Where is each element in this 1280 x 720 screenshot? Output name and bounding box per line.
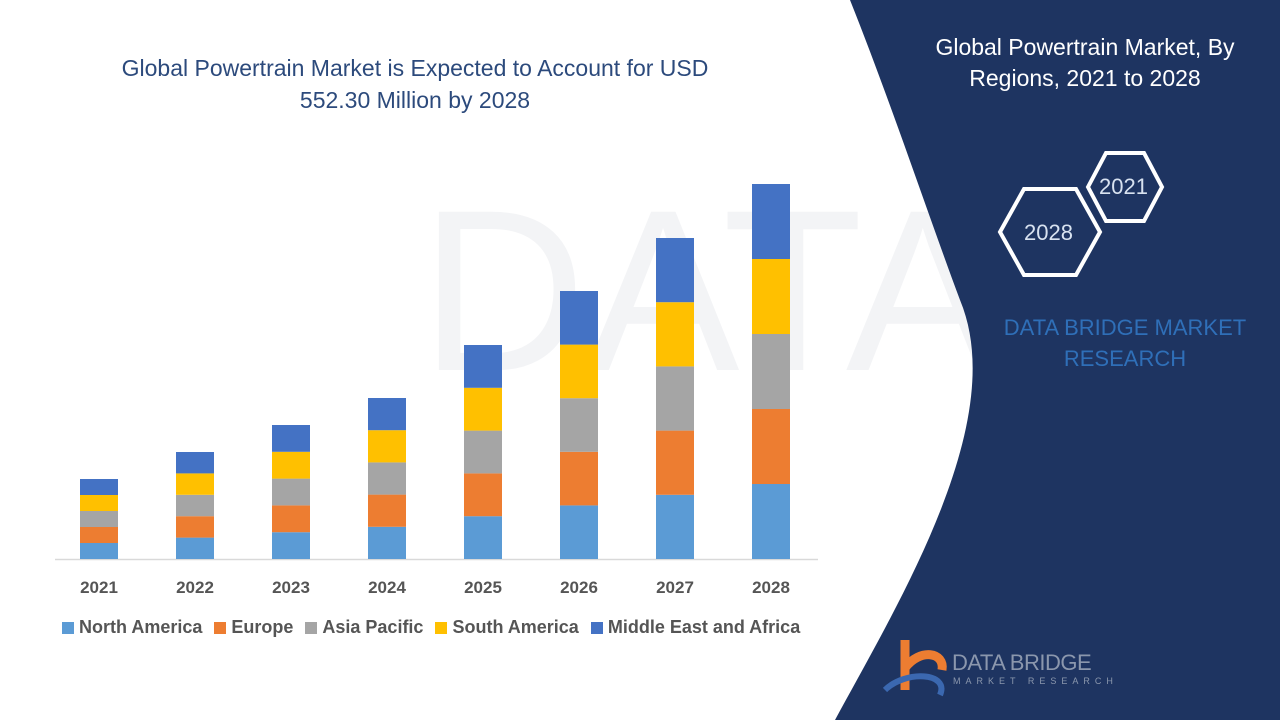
bar-2026-south-america [560,344,598,399]
x-tick-label: 2021 [80,578,118,597]
bar-2025-asia-pacific [464,430,502,474]
legend-item: Asia Pacific [305,617,423,638]
bar-2021-europe [80,527,118,543]
bar-2026-asia-pacific [560,398,598,452]
bar-2021-south-america [80,495,118,511]
x-tick-label: 2027 [656,578,694,597]
hexagon-2028 [997,187,1103,277]
bar-2028-europe [752,409,790,484]
legend-swatch [62,621,74,634]
bar-2025-middle-east-and-africa [464,345,502,388]
legend-swatch [214,621,227,634]
bar-2024-europe [368,494,406,527]
bar-2026-europe [560,451,598,506]
panel-title: Global Powertrain Market, By Regions, 20… [935,34,1235,91]
bar-2021-middle-east-and-africa [80,479,118,495]
bar-2028-north-america [752,484,790,559]
bar-2026-middle-east-and-africa [560,291,598,345]
legend-item: Middle East and Africa [590,617,801,638]
legend-swatch [590,621,603,634]
bar-2027-asia-pacific [656,366,694,431]
x-tick-label: 2024 [368,578,406,597]
legend-swatch [435,621,448,634]
legend-item: North America [62,617,202,638]
bar-2024-north-america [368,526,406,559]
bar-2026-north-america [560,505,598,559]
legend-label: Asia Pacific [322,617,424,637]
bar-2024-middle-east-and-africa [368,398,406,431]
chart-title: Global Powertrain Market is Expected to … [121,55,709,113]
side-panel [835,0,1280,720]
legend-label: North America [79,617,203,637]
logo-subtext: MARKET RESEARCH [953,676,1118,686]
hex-label-2021: 2021 [1099,174,1148,199]
stacked-bar-chart: 2021 2022 2023 2024 2025 2026 2027 2028 [55,184,818,597]
bar-2021-north-america [80,543,118,559]
bar-2027-middle-east-and-africa [656,238,694,303]
bar-2022-north-america [176,537,214,559]
bar-2023-north-america [272,532,310,559]
bar-2024-asia-pacific [368,462,406,495]
bar-2028-south-america [752,259,790,334]
bar-2023-asia-pacific [272,478,310,506]
bar-2028-asia-pacific [752,334,790,409]
watermark: DATA [420,162,999,419]
bar-2022-middle-east-and-africa [176,452,214,474]
x-tick-label: 2026 [560,578,598,597]
x-tick-label: 2025 [464,578,502,597]
bar-2023-europe [272,505,310,533]
bar-2024-south-america [368,430,406,463]
legend-label: Middle East and Africa [607,617,801,637]
bar-2022-asia-pacific [176,494,214,517]
bar-2023-middle-east-and-africa [272,425,310,452]
x-tick-label: 2028 [752,578,790,597]
hex-label-2028: 2028 [1024,220,1073,245]
bar-2025-south-america [464,387,502,431]
legend-item: South America [435,617,579,638]
bar-2027-north-america [656,494,694,559]
legend: North America Europe Asia Pacific South Ame… [62,617,800,638]
bar-2022-south-america [176,473,214,495]
legend-label: South America [452,617,579,637]
bar-2025-north-america [464,516,502,559]
bar-2027-south-america [656,302,694,367]
legend-label: Europe [231,617,294,637]
bar-2027-europe [656,430,694,495]
logo-text: DATA BRIDGE [952,650,1092,675]
bar-2023-south-america [272,451,310,479]
bar-2021-asia-pacific [80,511,118,527]
bar-2022-europe [176,516,214,538]
hexagon-2021 [1085,151,1165,223]
x-tick-label: 2022 [176,578,214,597]
x-tick-label: 2023 [272,578,310,597]
logo-swoosh [882,673,945,697]
legend-item: Europe [214,617,293,638]
bar-2025-europe [464,473,502,517]
legend-swatch [305,621,318,634]
brand-text: DATA BRIDGE MARKET RESEARCH [1003,315,1247,371]
bar-2028-middle-east-and-africa [752,184,790,259]
